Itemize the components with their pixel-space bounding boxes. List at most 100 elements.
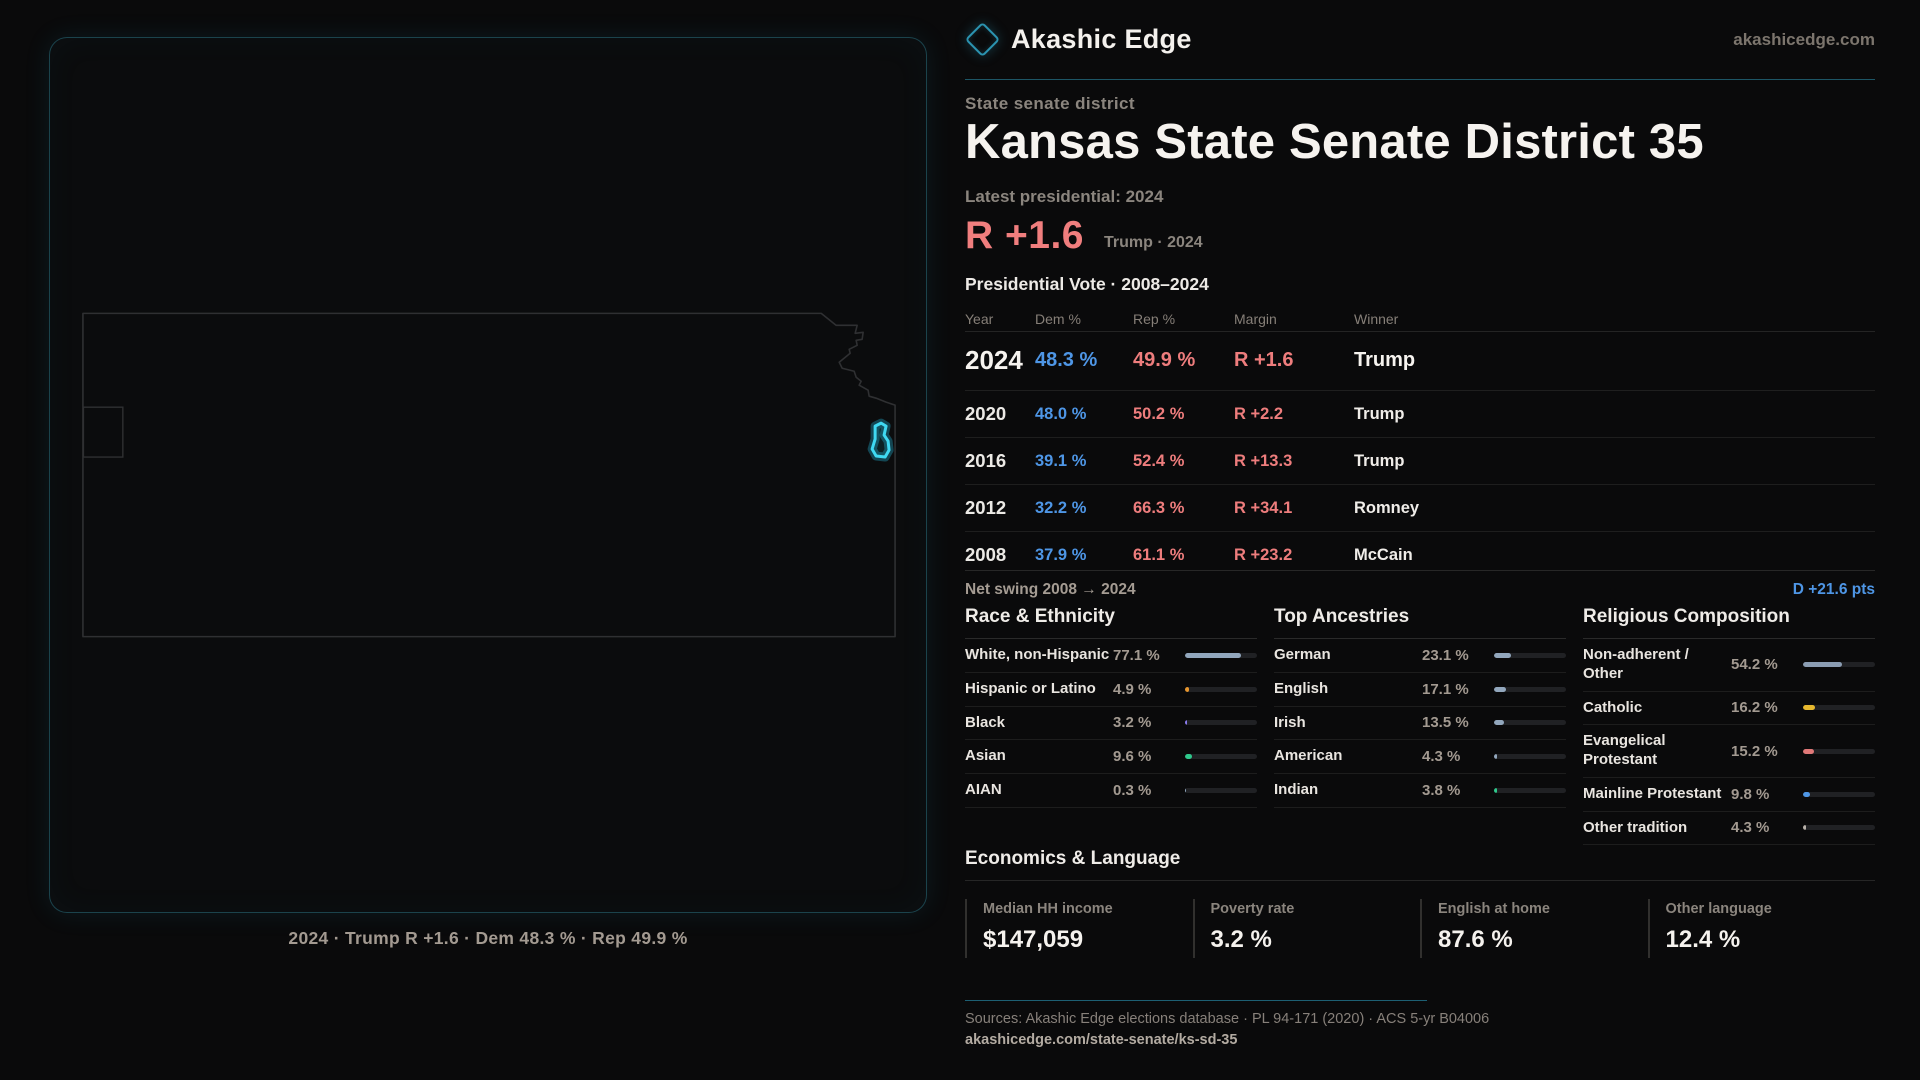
margin-cell: R +23.2 <box>1234 545 1293 564</box>
winner-cell: McCain <box>1354 545 1413 564</box>
stat-other-language: Other language 12.4 % <box>1647 899 1876 958</box>
item-label: Catholic <box>1583 698 1643 716</box>
item-bar <box>1803 748 1875 754</box>
race-ethnicity-column: Race & Ethnicity White, non-Hispanic 77.… <box>965 606 1257 845</box>
list-item: Non-adherent / Other 54.2 % <box>1583 639 1875 692</box>
rep-cell: 52.4 % <box>1133 451 1185 470</box>
item-value: 3.2 % <box>1113 714 1152 732</box>
list-item: Irish 13.5 % <box>1274 707 1566 741</box>
winner-cell: Trump <box>1354 404 1405 423</box>
item-label: English <box>1274 679 1329 697</box>
permalink[interactable]: akashicedge.com/state-senate/ks-sd-35 <box>965 1032 1238 1048</box>
item-value: 4.9 % <box>1113 680 1152 698</box>
list-item: Black 3.2 % <box>965 707 1257 741</box>
county-box-outline <box>82 406 124 458</box>
col-header-year: Year <box>965 310 994 327</box>
item-value: 16.2 % <box>1731 699 1778 717</box>
table-row-2008: 2008 37.9 % 61.1 % R +23.2 McCain <box>965 532 1875 578</box>
race-heading: Race & Ethnicity <box>965 606 1257 639</box>
footer: Sources: Akashic Edge elections database… <box>965 1000 1875 1049</box>
item-label: Mainline Protestant <box>1583 784 1722 802</box>
vote-table-title: Presidential Vote · 2008–2024 <box>965 274 1209 294</box>
item-value: 23.1 % <box>1422 646 1469 664</box>
table-row-2024: 2024 48.3 % 49.9 % R +1.6 Trump <box>965 332 1875 391</box>
dem-cell: 32.2 % <box>1035 498 1087 517</box>
kansas-state-outline <box>82 312 896 638</box>
item-bar <box>1494 720 1566 726</box>
margin-cell: R +34.1 <box>1234 498 1293 517</box>
item-label: Indian <box>1274 781 1319 798</box>
item-bar <box>1494 787 1566 793</box>
col-header-winner: Winner <box>1354 310 1399 327</box>
year-cell: 2008 <box>965 544 1007 565</box>
stat-median-income: Median HH income $147,059 <box>965 899 1193 958</box>
item-bar <box>1185 686 1257 692</box>
net-swing-label: Net swing 2008 → 2024 <box>965 581 1136 598</box>
stat-value: 87.6 % <box>1438 926 1513 953</box>
item-bar <box>1494 754 1566 760</box>
list-item: Asian 9.6 % <box>965 740 1257 774</box>
year-cell: 2012 <box>965 497 1007 518</box>
margin-cell: R +13.3 <box>1234 451 1293 470</box>
stat-poverty-rate: Poverty rate 3.2 % <box>1192 899 1421 958</box>
map-panel <box>49 37 927 913</box>
sources-text: Sources: Akashic Edge elections database… <box>965 1011 1490 1027</box>
stat-label: English at home <box>1438 901 1550 917</box>
net-swing-value: D +21.6 pts <box>1792 581 1875 598</box>
item-value: 13.5 % <box>1422 714 1469 732</box>
list-item: Mainline Protestant 9.8 % <box>1583 778 1875 812</box>
item-label: Evangelical Protestant <box>1583 732 1666 768</box>
item-value: 3.8 % <box>1422 781 1461 799</box>
stat-english-at-home: English at home 87.6 % <box>1420 899 1648 958</box>
year-cell: 2024 <box>965 345 1023 375</box>
winner-cell: Romney <box>1354 498 1420 517</box>
rep-cell: 49.9 % <box>1133 349 1196 371</box>
dem-cell: 39.1 % <box>1035 451 1087 470</box>
headline-margin: R +1.6 Trump · 2024 <box>965 216 1875 255</box>
district-35-shape[interactable] <box>870 421 891 459</box>
rep-cell: 50.2 % <box>1133 404 1185 423</box>
margin-cell: R +2.2 <box>1234 404 1284 423</box>
col-header-margin: Margin <box>1234 310 1277 327</box>
rep-cell: 61.1 % <box>1133 545 1185 564</box>
item-bar <box>1185 754 1257 760</box>
list-item: White, non-Hispanic 77.1 % <box>965 639 1257 673</box>
item-label: AIAN <box>965 781 1002 798</box>
latest-presidential-label: Latest presidential: 2024 <box>965 187 1164 206</box>
brand-site-link[interactable]: akashicedge.com <box>1733 29 1875 49</box>
item-value: 0.3 % <box>1113 781 1152 799</box>
stat-value: 12.4 % <box>1665 926 1741 953</box>
winner-cell: Trump <box>1354 349 1416 371</box>
stat-label: Median HH income <box>983 901 1113 917</box>
district-report: Akashic Edge akashicedge.com State senat… <box>964 0 1875 1080</box>
item-value: 17.1 % <box>1422 680 1469 698</box>
item-bar <box>1185 787 1257 793</box>
margin-value: R +1.6 <box>965 214 1084 257</box>
economics-stats: Median HH income $147,059 Poverty rate 3… <box>965 899 1875 958</box>
net-swing: Net swing 2008 → 2024 D +21.6 pts <box>965 570 1875 599</box>
header: Akashic Edge akashicedge.com <box>964 0 1875 80</box>
religion-column: Religious Composition Non-adherent / Oth… <box>1583 606 1875 846</box>
list-item: English 17.1 % <box>1274 673 1566 707</box>
dem-cell: 48.3 % <box>1035 349 1098 371</box>
stat-value: 3.2 % <box>1210 926 1272 953</box>
page-title: Kansas State Senate District 35 <box>965 115 1704 169</box>
item-label: Asian <box>965 747 1006 765</box>
col-header-rep: Rep % <box>1133 310 1176 327</box>
dem-cell: 48.0 % <box>1035 404 1087 423</box>
map-caption: 2024 · Trump R +1.6 · Dem 48.3 % · Rep 4… <box>288 928 688 948</box>
item-bar <box>1185 652 1257 658</box>
list-item: Hispanic or Latino 4.9 % <box>965 673 1257 707</box>
item-bar <box>1803 662 1875 668</box>
item-bar <box>1803 705 1875 711</box>
item-value: 9.6 % <box>1113 748 1152 766</box>
stat-label: Other language <box>1665 901 1772 917</box>
page-kicker: State senate district <box>965 94 1135 113</box>
kansas-map <box>82 312 896 638</box>
religion-heading: Religious Composition <box>1583 606 1875 639</box>
item-value: 54.2 % <box>1731 656 1778 674</box>
year-cell: 2020 <box>965 403 1007 424</box>
footer-divider <box>965 1000 1427 1001</box>
dem-cell: 37.9 % <box>1035 545 1087 564</box>
item-bar <box>1803 825 1875 831</box>
